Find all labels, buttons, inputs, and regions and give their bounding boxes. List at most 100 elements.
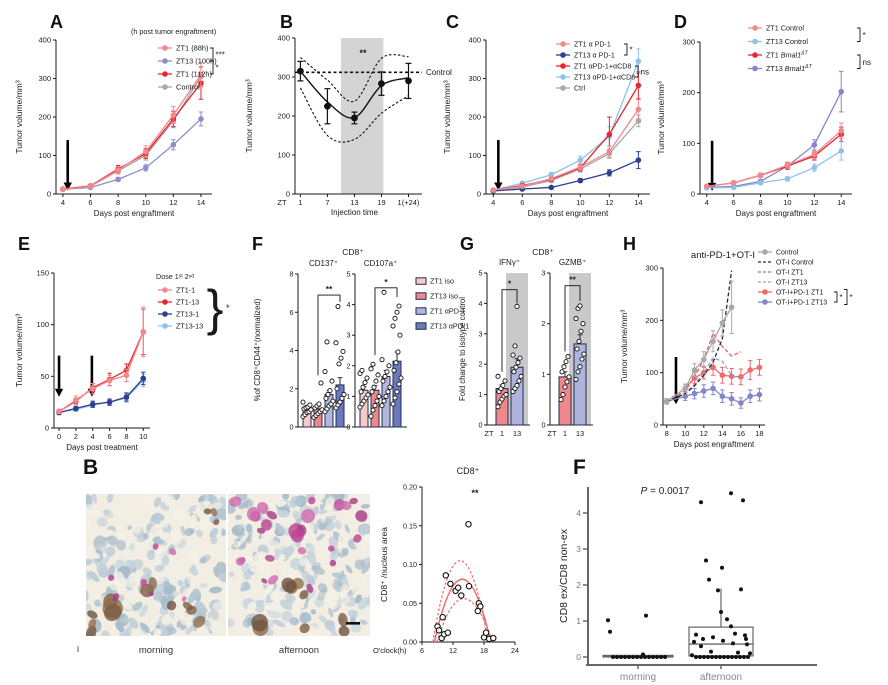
svg-text:Tumor volume/mm³: Tumor volume/mm³ <box>14 314 24 388</box>
svg-text:200: 200 <box>682 88 695 97</box>
svg-text:0: 0 <box>477 190 481 199</box>
svg-text:0: 0 <box>47 190 51 199</box>
svg-text:300: 300 <box>38 74 51 83</box>
svg-text:IFNγ⁺: IFNγ⁺ <box>499 258 520 267</box>
svg-text:12: 12 <box>605 198 613 207</box>
svg-text:Tumor volume/mm³: Tumor volume/mm³ <box>244 79 254 153</box>
svg-text:150: 150 <box>36 269 49 278</box>
svg-text:5: 5 <box>347 270 351 279</box>
svg-text:4: 4 <box>491 198 495 207</box>
panel-c: C 4 6 8 10 12 14 0 100 200 300 400 Days post engraf… <box>438 8 670 224</box>
svg-text:8: 8 <box>665 429 669 438</box>
svg-text:*: * <box>216 64 219 73</box>
panel-h-label: H <box>623 234 636 254</box>
panel-b-label: B <box>280 12 293 32</box>
cd8-exhaustion-box-chart: 0 1 2 3 4 morning afternoon P = 0.0017 CD8 ex/CD… <box>558 486 817 683</box>
svg-text:3: 3 <box>347 331 351 340</box>
svg-text:14: 14 <box>197 198 205 207</box>
svg-text:4: 4 <box>705 198 709 207</box>
svg-text:100: 100 <box>38 151 51 160</box>
svg-text:ZT13 (100h): ZT13 (100h) <box>176 57 217 66</box>
svg-text:afternoon: afternoon <box>700 672 742 683</box>
panel-b2-scatter: 6 12 18 24 0.00 0.05 0.10 0.15 0.20 O'clock(h) CD8… <box>365 448 565 685</box>
svg-text:3: 3 <box>576 544 581 554</box>
svg-text:400: 400 <box>277 34 290 43</box>
svg-text:ZT13 iso: ZT13 iso <box>430 292 458 301</box>
svg-text:14: 14 <box>718 429 726 438</box>
cd8-nucleus-scatter-chart: 6 12 18 24 0.00 0.05 0.10 0.15 0.20 O'clock(h) CD8… <box>373 466 519 655</box>
panel-e-label: E <box>18 234 31 254</box>
svg-text:12: 12 <box>700 429 708 438</box>
svg-text:*: * <box>850 293 853 302</box>
panel-b2-images <box>86 494 370 636</box>
svg-text:200: 200 <box>277 112 290 121</box>
svg-text:6: 6 <box>107 432 111 441</box>
svg-text:CD8⁺: CD8⁺ <box>342 247 364 257</box>
panel-g-label: G <box>460 234 475 254</box>
svg-text:}: } <box>207 279 224 336</box>
svg-text:ZT13 α PD-1: ZT13 α PD-1 <box>574 52 615 60</box>
svg-text:ZT: ZT <box>484 429 494 438</box>
panel-d-chart: 4 6 8 10 12 14 0 100 200 300 Days post engraftment… <box>656 24 871 218</box>
svg-text:1(+24): 1(+24) <box>398 198 420 207</box>
svg-text:300: 300 <box>277 73 290 82</box>
svg-text:CD8⁺: CD8⁺ <box>532 247 554 257</box>
svg-text:Days post engraftment: Days post engraftment <box>674 440 755 449</box>
svg-text:OT-I+PD-1 ZT1: OT-I+PD-1 ZT1 <box>776 290 823 297</box>
svg-text:1: 1 <box>500 429 504 438</box>
svg-text:Fold change to isotype control: Fold change to isotype control <box>458 297 467 401</box>
svg-text:2: 2 <box>576 580 581 590</box>
svg-text:18: 18 <box>480 646 488 655</box>
svg-text:OT-I Control: OT-I Control <box>776 260 814 267</box>
panel-g-chart: 0 1 2 3 4 5 * IFNγ⁺ 0 1 2 3 ** GZMB⁺ CD8⁺ Fold change t… <box>458 247 593 438</box>
svg-text:2: 2 <box>290 384 294 393</box>
svg-text:16: 16 <box>737 429 745 438</box>
svg-text:Control: Control <box>776 250 799 257</box>
svg-text:ZT1 α PD-1: ZT1 α PD-1 <box>574 41 611 49</box>
svg-text:Days post engraftment: Days post engraftment <box>94 209 175 218</box>
svg-text:13: 13 <box>513 429 521 438</box>
svg-text:400: 400 <box>468 36 481 45</box>
svg-text:400: 400 <box>38 36 51 45</box>
svg-text:1: 1 <box>347 392 351 401</box>
svg-text:ZT13 Control: ZT13 Control <box>766 37 808 46</box>
svg-text:ZT1 (112h): ZT1 (112h) <box>176 70 212 79</box>
svg-text:1: 1 <box>542 370 546 379</box>
svg-text:O'clock(h): O'clock(h) <box>373 646 407 655</box>
panel-d-label: D <box>674 12 687 32</box>
panel-c-chart: 4 6 8 10 12 14 0 100 200 300 400 Days post engraftm… <box>442 36 650 218</box>
svg-text:4: 4 <box>576 508 581 518</box>
svg-text:ZT13 αPD-1+αCD8: ZT13 αPD-1+αCD8 <box>574 74 635 82</box>
svg-text:3: 3 <box>542 269 546 278</box>
svg-text:12: 12 <box>449 646 457 655</box>
panel-f-chart: 0 2 4 6 8 ** CD137⁺ 0 1 2 3 4 5 * CD107a⁺CD8⁺ %of CD8⁺C… <box>253 247 469 432</box>
svg-text:200: 200 <box>468 113 481 122</box>
panel-a-chart: 4 6 8 10 12 14 0 100 200 300 400 Days post engraftm… <box>14 27 225 218</box>
panel-a-label: A <box>50 12 63 32</box>
svg-text:*: * <box>630 46 633 55</box>
svg-text:ns: ns <box>641 68 649 77</box>
svg-text:0: 0 <box>347 423 351 432</box>
svg-text:GZMB⁺: GZMB⁺ <box>559 258 586 267</box>
svg-text:Ctrl: Ctrl <box>574 85 585 93</box>
svg-text:8: 8 <box>290 270 294 279</box>
svg-text:0: 0 <box>290 423 294 432</box>
svg-text:ZT1 Bmal1ΔT: ZT1 Bmal1ΔT <box>766 51 809 60</box>
svg-text:100: 100 <box>468 151 481 160</box>
svg-text:**: ** <box>359 48 367 58</box>
svg-text:14: 14 <box>634 198 642 207</box>
svg-text:10: 10 <box>139 432 147 441</box>
svg-text:*: * <box>384 277 388 287</box>
svg-text:CD107a⁺: CD107a⁺ <box>364 259 398 268</box>
svg-text:300: 300 <box>468 74 481 83</box>
svg-text:5: 5 <box>479 269 483 278</box>
svg-text:P = 0.0017: P = 0.0017 <box>641 486 690 497</box>
svg-text:Tumor volume/mm³: Tumor volume/mm³ <box>14 80 24 154</box>
svg-text:0: 0 <box>542 421 546 430</box>
svg-text:2: 2 <box>347 361 351 370</box>
svg-text:200: 200 <box>645 316 658 325</box>
svg-text:*: * <box>840 293 843 302</box>
svg-text:2: 2 <box>479 360 483 369</box>
